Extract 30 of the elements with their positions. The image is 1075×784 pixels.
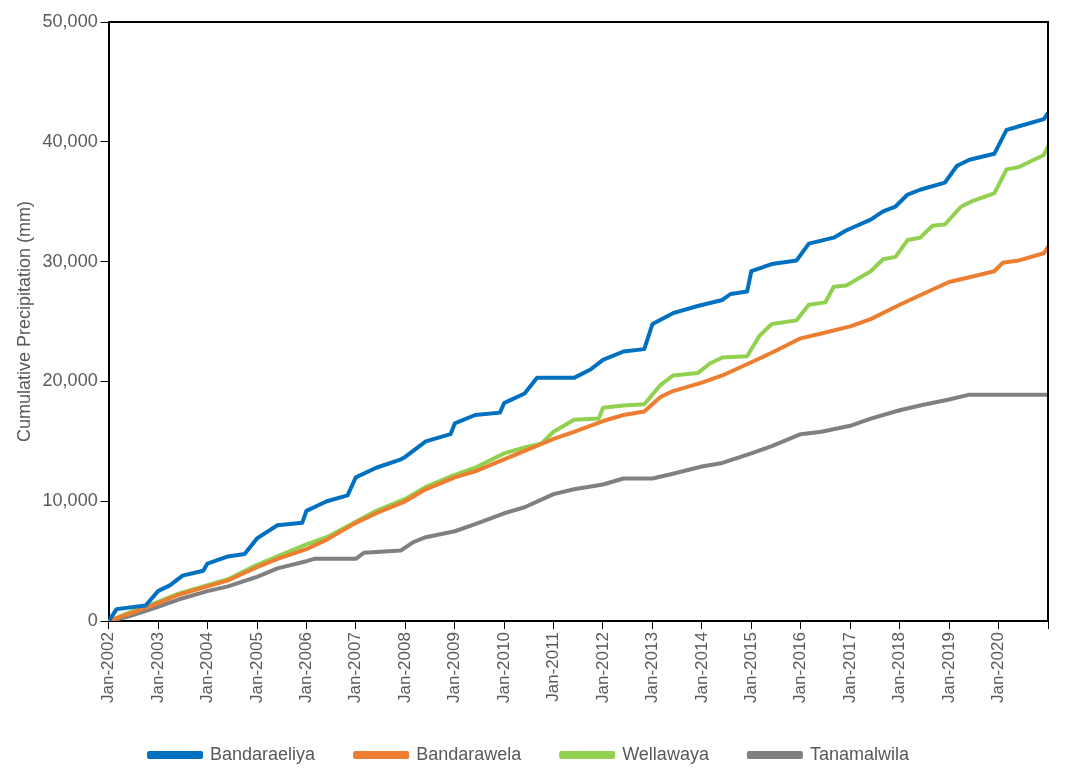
y-tick-label: 30,000 <box>42 250 98 271</box>
x-tick-label: Jan-2010 <box>493 632 513 703</box>
x-tick-label: Jan-2016 <box>790 632 810 703</box>
y-tick-label: 10,000 <box>42 490 98 511</box>
x-tick-label: Jan-2008 <box>394 632 414 703</box>
x-tick-label: Jan-2003 <box>147 632 167 703</box>
x-tick-label: Jan-2012 <box>592 632 612 703</box>
legend-label: Wellawaya <box>622 743 710 764</box>
x-tick-label: Jan-2006 <box>296 632 316 703</box>
legend-label: Bandaraeliya <box>210 743 317 764</box>
x-tick-label: Jan-2013 <box>642 632 662 703</box>
y-tick-label: 50,000 <box>42 10 98 31</box>
legend-label: Bandarawela <box>416 743 523 764</box>
x-tick-label: Jan-2017 <box>839 632 859 703</box>
x-tick-label: Jan-2014 <box>691 632 711 703</box>
x-tick-label: Jan-2004 <box>197 632 217 703</box>
x-tick-label: Jan-2019 <box>938 632 958 703</box>
y-tick-label: 0 <box>87 610 98 631</box>
x-tick-label: Jan-2020 <box>988 632 1008 703</box>
y-axis-title: Cumulative Precipitation (mm) <box>13 201 34 443</box>
legend-label: Tanamalwila <box>809 743 910 764</box>
y-tick-label: 20,000 <box>42 370 98 391</box>
x-tick-label: Jan-2018 <box>889 632 909 703</box>
y-tick-label: 40,000 <box>42 130 98 151</box>
x-tick-label: Jan-2002 <box>98 632 118 703</box>
x-tick-label: Jan-2015 <box>741 632 760 703</box>
x-tick-label: Jan-2009 <box>444 632 464 703</box>
x-tick-label: Jan-2011 <box>543 632 563 702</box>
x-tick-label: Jan-2005 <box>246 632 266 703</box>
x-tick-label: Jan-2007 <box>345 632 365 703</box>
